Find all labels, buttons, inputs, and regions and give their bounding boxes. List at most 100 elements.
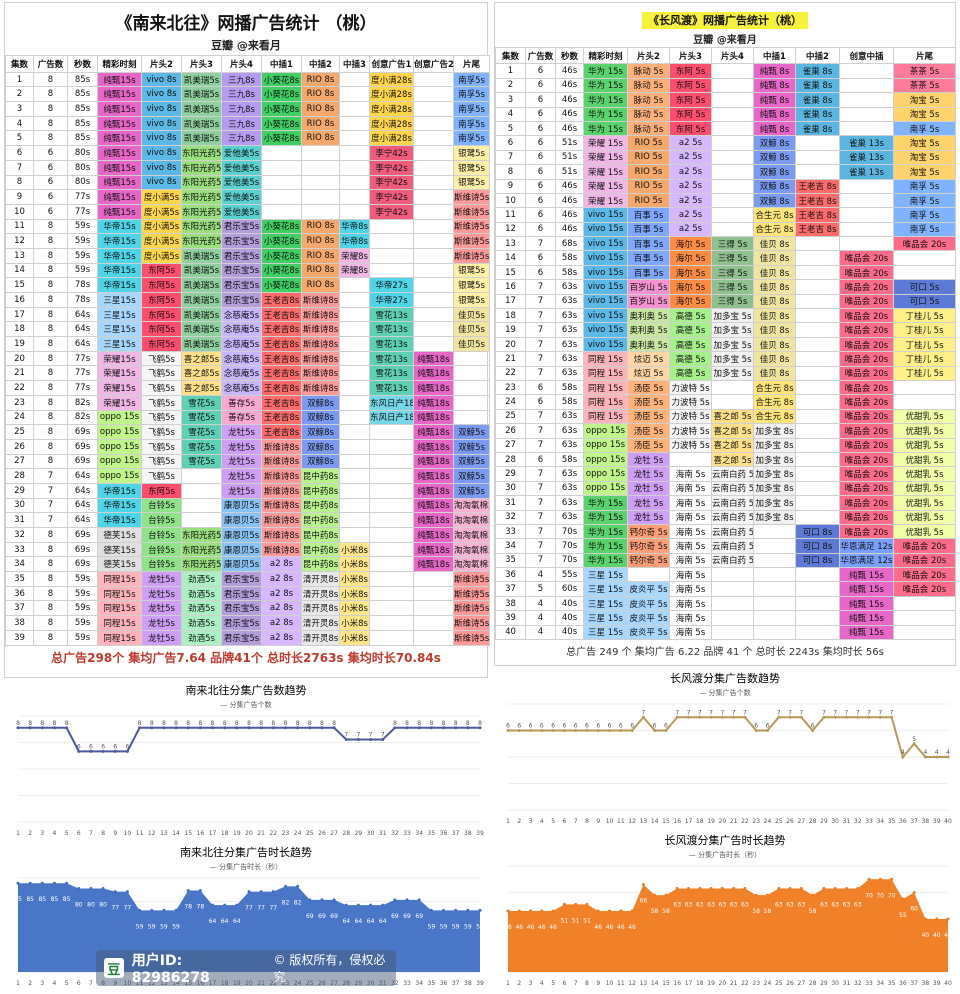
ad-slot-cell: 王老吉8s <box>261 394 302 411</box>
ad-slot-cell <box>413 571 454 587</box>
data-label: 80 <box>99 901 107 908</box>
table-row: 14 8 59s 华帝15s 东阿5s 凯美瑞5s 君乐宝5s 小葵花8s RIO 8s 荣耀8s… <box>5 262 490 279</box>
right-title: 《长风渡》网播广告统计（桃） <box>642 12 808 29</box>
table-cell: 34 <box>5 556 34 573</box>
data-label: 6 <box>506 723 510 730</box>
table-cell: 15 <box>5 277 34 293</box>
data-point <box>454 726 458 730</box>
data-label: 8 <box>138 720 142 727</box>
ad-slot-cell: 君乐宝5s <box>221 585 262 602</box>
table-cell: 63s <box>555 365 584 381</box>
ad-slot-cell: 凯美瑞5s <box>181 101 222 117</box>
ad-slot-cell <box>261 203 302 220</box>
table-row: 13 8 59s 华帝15s 度小满5s 凯美瑞5s 君乐宝5s 小葵花8s RIO 8s 荣耀8… <box>5 247 490 264</box>
ad-slot-cell: 佳贝 8s <box>753 336 796 353</box>
data-point <box>630 909 634 913</box>
tick-label: 38 <box>464 980 472 987</box>
data-point <box>478 726 482 730</box>
ad-slot-cell: 南孚5s <box>453 86 490 103</box>
ad-slot-cell: 小葵花8s <box>261 115 302 132</box>
data-label: 77 <box>269 905 277 912</box>
table-cell: 38 <box>495 595 526 612</box>
ad-slot-cell: 飞鹤5s <box>141 380 182 396</box>
data-label: 59 <box>476 923 484 930</box>
ad-slot-cell: 同程15s <box>97 600 142 617</box>
ad-slot-cell: 李宁42s <box>369 174 414 191</box>
tick-label: 14 <box>651 818 659 825</box>
ad-slot-cell: 南孚5s <box>453 71 490 88</box>
ad-slot-cell: 斯维诗5s <box>453 571 490 587</box>
ad-slot-cell: 雪花13s <box>369 321 414 338</box>
data-label: 63 <box>798 902 806 909</box>
left-title: 《南来北往》网播广告统计 （桃） <box>115 14 377 34</box>
table-cell: 17 <box>5 306 34 323</box>
chart-right-count: 长风渡分集广告数趋势 — 分集广告个数 6 6 6 6 6 6 6 6 6 6 6 6 7 6 6 7 7 7 7 7 7 7… <box>494 668 956 828</box>
tick-label: 22 <box>269 830 277 837</box>
data-point <box>890 877 894 881</box>
ad-slot-cell: 优甜乳 5s <box>893 480 956 497</box>
ad-slot-cell: 三星15s <box>97 306 142 323</box>
table-row: 3 8 85s 纯甄15s vivo 8s 凯美瑞5s 三九8s 小葵花8s RIO 8s 度小满… <box>5 101 490 117</box>
ad-slot-cell: oppo 15s <box>583 437 628 453</box>
legend-label: — 分集广告个数 <box>220 700 271 709</box>
table-cell: 63s <box>555 322 584 338</box>
table-cell: 40s <box>555 624 584 641</box>
data-label: 6 <box>766 723 770 730</box>
ad-slot-cell: RIO 5s <box>627 164 670 180</box>
ad-slot-cell: 小葵花8s <box>261 71 302 88</box>
ad-slot-cell: 华帝15s <box>97 233 142 249</box>
ad-slot-cell: 王老吉8s <box>261 292 302 308</box>
ad-slot-cell <box>795 495 840 511</box>
table-cell: 59s <box>67 233 98 249</box>
ad-slot-cell <box>413 600 454 617</box>
ad-slot-cell <box>339 101 370 117</box>
ad-slot-cell: 奥利奥 5s <box>627 308 670 324</box>
table-cell: 18 <box>5 321 34 338</box>
table-cell: 4 <box>525 595 556 612</box>
ad-slot-cell: 唯品会 20s <box>839 336 894 353</box>
ad-slot-cell: 同程 15s <box>583 365 628 381</box>
table-cell: 7 <box>525 423 556 439</box>
data-point <box>687 887 691 891</box>
tick-label: 20 <box>719 818 727 825</box>
tick-label: 13 <box>640 980 648 987</box>
table-cell: 7 <box>525 538 556 554</box>
tick-label: 25 <box>775 980 783 987</box>
right-header-2: 秒数 <box>555 46 584 65</box>
ad-slot-cell: 凯美瑞5s <box>181 262 222 279</box>
ad-slot-cell: 双鲸 8s <box>753 192 796 209</box>
table-cell: 14 <box>5 262 34 279</box>
table-row: 7 6 80s 纯甄15s vivo 8s 东阳光药5s 爱他美5s 李宁42s 银鹭5s <box>5 159 490 176</box>
ad-slot-cell: 雪花5s <box>181 424 222 440</box>
tick-label: 27 <box>330 830 338 837</box>
ad-slot-cell: 小葵花8s <box>261 247 302 264</box>
ad-slot-cell: 雀巢 8s <box>795 92 840 108</box>
table-cell: 8 <box>33 292 68 308</box>
data-label: 6 <box>596 723 600 730</box>
table-cell: 34 <box>495 538 526 554</box>
table-row: 21 7 63s 同程 15s 炫迈 5s 高德 5s 加多宝 5s 佳贝 8s 唯品会 20s… <box>495 351 956 367</box>
ad-slot-cell: 力波特 5s <box>669 437 712 453</box>
table-row: 6 6 51s 荣耀 15s RIO 5s a2 5s 双鲸 8s 雀巢 13s 淘宝 5s <box>495 135 956 151</box>
ad-slot-cell <box>795 408 840 425</box>
data-point <box>89 886 93 890</box>
ad-slot-cell: 百事 5s <box>627 207 670 223</box>
ad-slot-cell: 南孚5s <box>453 115 490 132</box>
ad-slot-cell: 优甜乳 5s <box>893 451 956 468</box>
ad-slot-cell: 凯美瑞5s <box>181 336 222 352</box>
table-row: 10 6 77s 纯甄15s 度小满5s 东阳光药5s 爱他美5s 李宁42s 斯维诗5s <box>5 203 490 220</box>
ad-slot-cell: 皮炎平 5s <box>627 581 670 597</box>
data-point <box>585 729 589 732</box>
data-point <box>138 908 142 912</box>
ad-slot-cell: 纯甄18s <box>413 497 454 514</box>
ad-slot-cell: 斯维诗5s <box>453 629 490 646</box>
ad-slot-cell: RIO 8s <box>301 86 340 103</box>
ad-slot-cell: 云南白药 5s <box>711 538 754 554</box>
tick-label: 22 <box>741 818 749 825</box>
data-label: 6 <box>664 723 668 730</box>
tick-label: 5 <box>551 818 555 825</box>
table-cell: 59s <box>67 629 98 646</box>
data-label: 59 <box>148 923 156 930</box>
table-row: 34 8 69s 德芙15s 台铃5s 东阳光药5s 康恩贝5s a2 8s 昆中药8s 小米8s… <box>5 556 490 573</box>
